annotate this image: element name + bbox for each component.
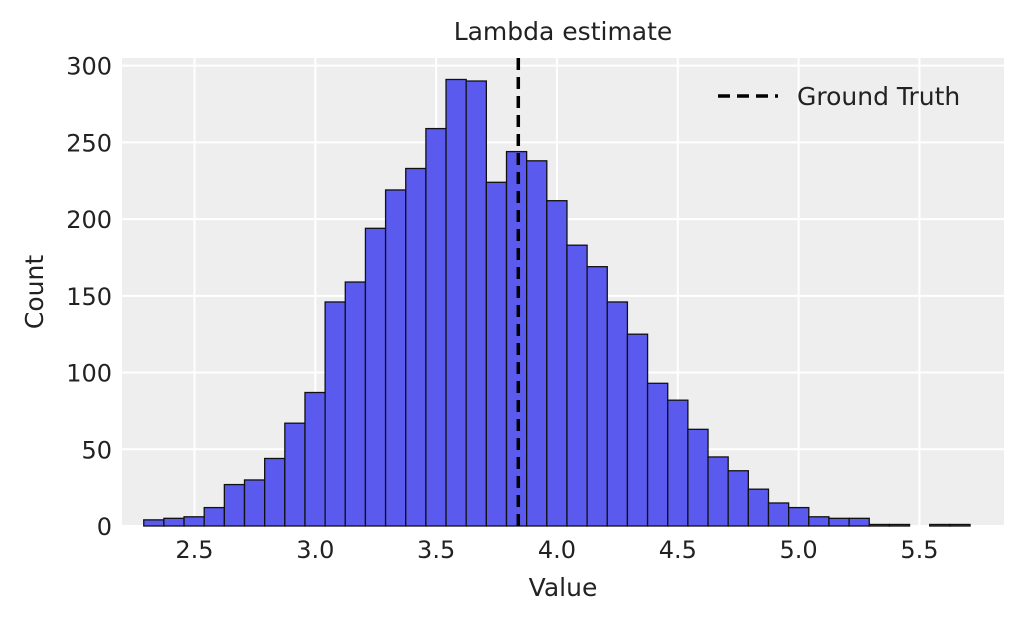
chart-title: Lambda estimate bbox=[454, 17, 673, 46]
histogram-bar bbox=[143, 519, 165, 527]
histogram-bar bbox=[526, 160, 548, 527]
histogram-bar bbox=[667, 399, 689, 527]
y-tick-label: 300 bbox=[66, 53, 112, 81]
x-tick-labels: 2.5 3.0 3.5 4.0 4.5 5.0 5.5 bbox=[175, 536, 938, 564]
histogram-bar bbox=[445, 78, 467, 527]
x-tick-label: 2.5 bbox=[175, 536, 213, 564]
histogram-bar bbox=[808, 516, 830, 527]
y-tick-label: 250 bbox=[66, 129, 112, 157]
y-tick-label: 100 bbox=[66, 360, 112, 388]
histogram-bar bbox=[626, 333, 649, 527]
histogram-bar bbox=[646, 382, 669, 527]
histogram-bar bbox=[727, 470, 749, 527]
histogram-bar bbox=[405, 167, 427, 527]
histogram-bar bbox=[384, 189, 407, 527]
histogram-bar bbox=[566, 244, 588, 527]
histogram-bar bbox=[223, 483, 246, 527]
x-tick-label: 5.5 bbox=[900, 536, 938, 564]
y-tick-label: 50 bbox=[81, 436, 112, 464]
x-tick-label: 3.0 bbox=[296, 536, 334, 564]
x-tick-label: 4.5 bbox=[659, 536, 697, 564]
y-tick-label: 0 bbox=[97, 513, 112, 541]
y-tick-label: 150 bbox=[66, 283, 112, 311]
histogram-bar bbox=[324, 301, 346, 527]
histogram-bar bbox=[203, 506, 226, 527]
legend-label-ground-truth: Ground Truth bbox=[797, 82, 960, 111]
histogram-bar bbox=[163, 517, 185, 527]
histogram-bar bbox=[888, 523, 911, 527]
x-tick-label: 5.0 bbox=[780, 536, 818, 564]
x-tick-label: 4.0 bbox=[538, 536, 576, 564]
histogram-bars bbox=[143, 78, 971, 527]
histogram-bar bbox=[364, 227, 387, 527]
histogram-bar bbox=[183, 516, 205, 527]
histogram-bar bbox=[868, 523, 891, 527]
histogram-bar bbox=[485, 181, 508, 527]
histogram-bar bbox=[767, 502, 790, 527]
x-tick-label: 3.5 bbox=[417, 536, 455, 564]
legend: Ground Truth bbox=[718, 82, 960, 111]
histogram-bar bbox=[344, 281, 367, 527]
histogram-bar bbox=[606, 301, 629, 527]
histogram-bar bbox=[747, 488, 770, 527]
histogram-bar bbox=[586, 266, 608, 527]
histogram-bar bbox=[546, 200, 568, 527]
histogram-bar bbox=[505, 150, 528, 527]
histogram-bar bbox=[949, 523, 971, 527]
histogram-bar bbox=[243, 479, 266, 527]
y-tick-labels: 0 50 100 150 200 250 300 bbox=[66, 53, 112, 541]
histogram-bar bbox=[425, 127, 447, 527]
histogram-bar bbox=[787, 506, 810, 527]
histogram-bar bbox=[848, 517, 870, 527]
histogram-bar bbox=[264, 457, 286, 527]
x-axis-label: Value bbox=[529, 573, 598, 602]
histogram-bar bbox=[465, 80, 488, 527]
histogram-bar bbox=[929, 523, 951, 527]
histogram-bar bbox=[284, 422, 306, 527]
y-tick-label: 200 bbox=[66, 206, 112, 234]
histogram-bar bbox=[707, 456, 729, 527]
histogram-bar bbox=[828, 517, 850, 527]
histogram-bar bbox=[304, 391, 326, 527]
histogram-bar bbox=[687, 428, 709, 527]
y-axis-label: Count bbox=[20, 255, 49, 329]
